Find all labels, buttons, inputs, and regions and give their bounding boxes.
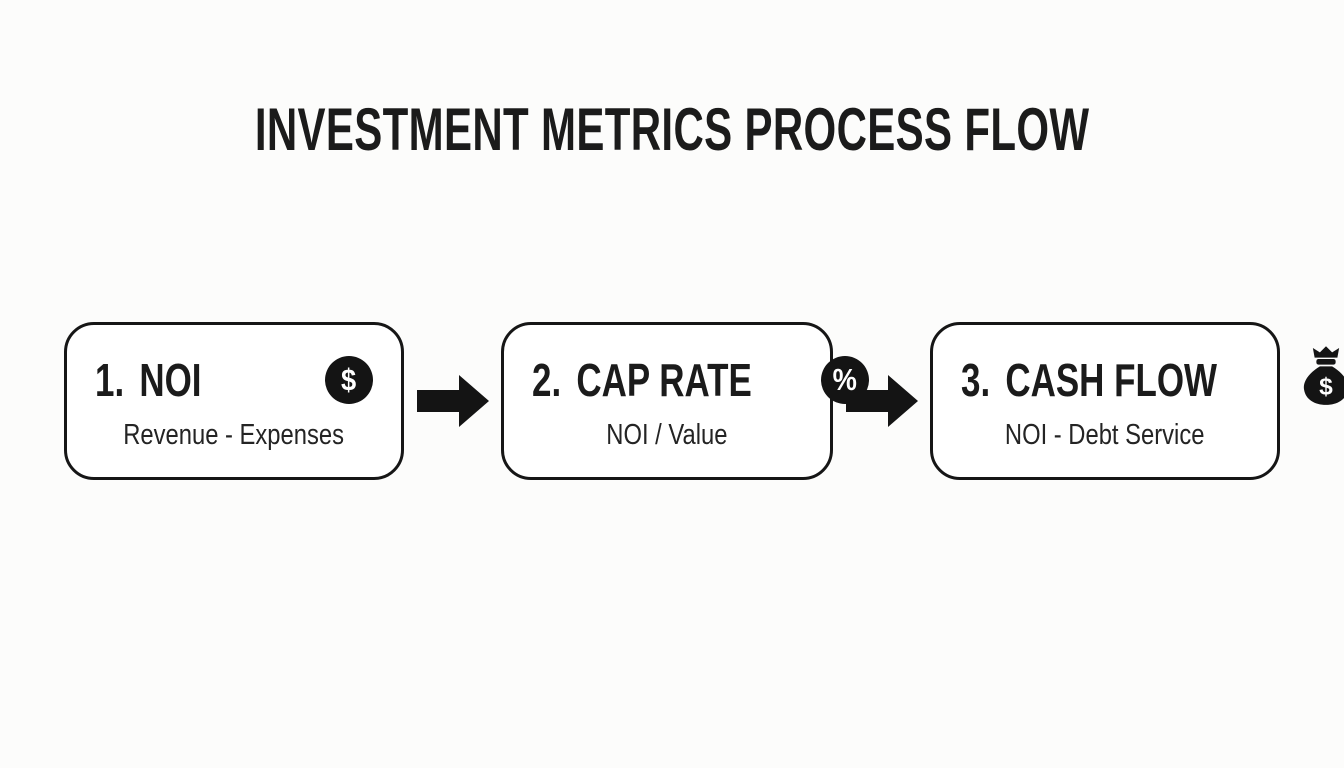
step-number: 2. — [532, 354, 562, 406]
step-label: CASH FLOW — [1005, 354, 1218, 406]
step-label: NOI — [139, 354, 202, 406]
step-title: 1. NOI — [95, 357, 202, 403]
step-head: 2. CAP RATE % — [532, 351, 870, 409]
step-title: 2. CAP RATE — [532, 357, 752, 403]
step-label: CAP RATE — [576, 354, 752, 406]
step-box-cash-flow: 3. CASH FLOW $ NOI - Debt Service — [930, 322, 1344, 480]
step-number: 1. — [95, 354, 125, 406]
step-head: 3. CASH FLOW $ — [961, 346, 1344, 409]
step-formula: Revenue - Expenses — [123, 419, 345, 451]
page-title-text: INVESTMENT METRICS PROCESS FLOW — [254, 96, 1090, 163]
step-formula: NOI - Debt Service — [1005, 419, 1205, 451]
percent-circle-icon: % — [821, 356, 870, 404]
step-head: 1. NOI $ — [95, 351, 373, 409]
svg-text:$: $ — [1319, 373, 1333, 400]
process-flow: 1. NOI $ Revenue - Expenses 2. CAP RATE — [64, 321, 1344, 481]
step-box-noi: 1. NOI $ Revenue - Expenses — [64, 322, 404, 480]
step-box-cap-rate: 2. CAP RATE % NOI / Value — [501, 322, 870, 480]
dollar-circle-icon: $ — [325, 356, 373, 404]
arrow-right-icon — [416, 375, 489, 427]
step-formula: NOI / Value — [606, 419, 728, 451]
money-bag-icon: $ — [1303, 346, 1344, 405]
step-title: 3. CASH FLOW — [961, 357, 1217, 403]
arrow-right-icon — [845, 375, 918, 427]
page-title: INVESTMENT METRICS PROCESS FLOW — [0, 100, 1344, 160]
step-number: 3. — [961, 354, 991, 406]
